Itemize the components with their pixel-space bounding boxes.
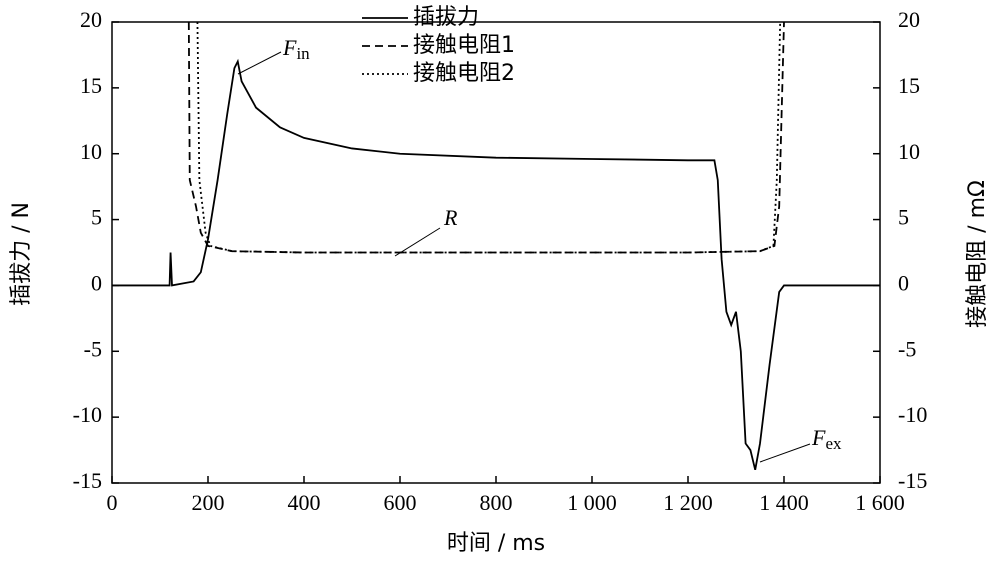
y-axis-title: 插拔力 / N — [9, 202, 34, 306]
x-tick-label: 1 200 — [663, 490, 713, 515]
x-tick-label: 600 — [384, 490, 417, 515]
series-line — [187, 21, 785, 254]
y2-tick-label: -10 — [898, 402, 927, 427]
annotation-subscript: ex — [825, 434, 842, 453]
x-tick-label: 800 — [480, 490, 513, 515]
x-tick-label: 0 — [107, 490, 118, 515]
x-axis-title: 时间 / ms — [447, 531, 545, 556]
y-tick-label: -15 — [73, 468, 102, 493]
y-tick-label: -5 — [84, 336, 102, 361]
annotation-leader — [237, 51, 282, 75]
y2-tick-label: 10 — [898, 139, 920, 164]
annotation: R — [443, 205, 458, 230]
y-tick-label: 5 — [91, 205, 102, 230]
y2-tick-label: 5 — [898, 205, 909, 230]
y-tick-label: -10 — [73, 402, 102, 427]
x-tick-label: 1 000 — [567, 490, 617, 515]
y-tick-label: 10 — [80, 139, 102, 164]
y2-tick-label: -5 — [898, 336, 916, 361]
x-tick-label: 1 600 — [855, 490, 905, 515]
series-line — [112, 58, 880, 471]
annotation: Fex — [811, 425, 842, 453]
annotation-text: F — [282, 35, 297, 60]
annotation-text: F — [811, 425, 826, 450]
legend-label: 接触电阻2 — [413, 61, 515, 86]
x-tick-label: 200 — [192, 490, 225, 515]
y-tick-label: 15 — [80, 73, 102, 98]
annotation-leader — [394, 227, 441, 257]
x-tick-label: 1 400 — [759, 490, 809, 515]
y-tick-label: 0 — [91, 270, 102, 295]
y2-tick-label: 20 — [898, 7, 920, 32]
annotation-leader — [759, 443, 811, 463]
annotation: Fin — [282, 35, 310, 63]
x-tick-label: 400 — [288, 490, 321, 515]
y-tick-label: 20 — [80, 7, 102, 32]
y2-tick-label: 15 — [898, 73, 920, 98]
legend-label: 接触电阻1 — [413, 33, 515, 58]
y2-tick-label: 0 — [898, 270, 909, 295]
annotation-text: R — [443, 205, 458, 230]
annotation-subscript: in — [296, 44, 310, 63]
y2-tick-label: -15 — [898, 468, 927, 493]
y2-axis-title: 接触电阻 / mΩ — [965, 180, 990, 328]
legend-label: 插拔力 — [413, 5, 479, 30]
